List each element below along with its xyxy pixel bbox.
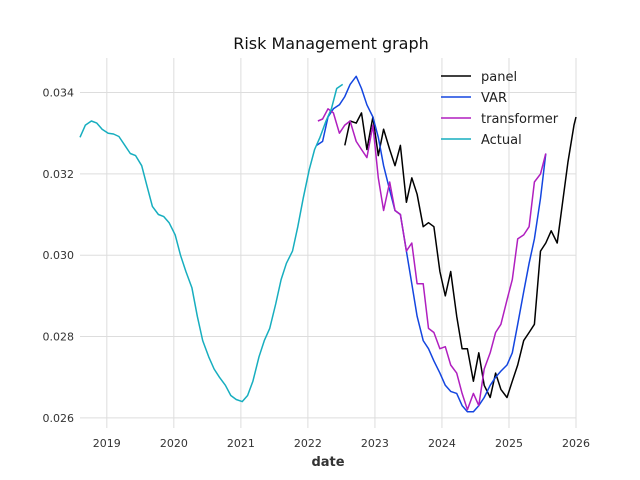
x-tick-label: 2024 <box>428 437 456 450</box>
legend-label-actual: Actual <box>481 133 522 148</box>
legend-label-var: VAR <box>481 91 507 106</box>
x-tick-label: 2020 <box>160 437 188 450</box>
x-tick-label: 2023 <box>361 437 389 450</box>
series-line-actual <box>79 83 344 403</box>
series-line-transformer <box>317 108 547 411</box>
x-tick-label: 2026 <box>562 437 590 450</box>
chart-title: Risk Management graph <box>233 34 429 53</box>
series-line-var <box>316 75 547 413</box>
x-tick-label: 2019 <box>93 437 121 450</box>
x-tick-label: 2021 <box>227 437 255 450</box>
y-tick-label: 0.034 <box>43 87 75 100</box>
x-tick-label: 2025 <box>495 437 523 450</box>
grid-lines <box>80 58 577 428</box>
y-tick-label: 0.026 <box>43 412 75 425</box>
series-line-panel <box>344 112 577 399</box>
y-tick-label: 0.032 <box>43 168 75 181</box>
x-axis-label: date <box>311 455 344 470</box>
x-axis-ticks: 2019 2020 2021 2022 2023 2024 2025 2026 <box>93 437 590 450</box>
legend-label-transformer: transformer <box>481 112 559 127</box>
y-axis-ticks: 0.026 0.028 0.030 0.032 0.034 <box>43 87 75 425</box>
y-tick-label: 0.030 <box>43 249 75 262</box>
series-lines <box>79 75 577 413</box>
x-tick-label: 2022 <box>294 437 322 450</box>
legend: panel VAR transformer Actual <box>441 70 559 148</box>
y-tick-label: 0.028 <box>43 331 75 344</box>
legend-label-panel: panel <box>481 70 517 85</box>
